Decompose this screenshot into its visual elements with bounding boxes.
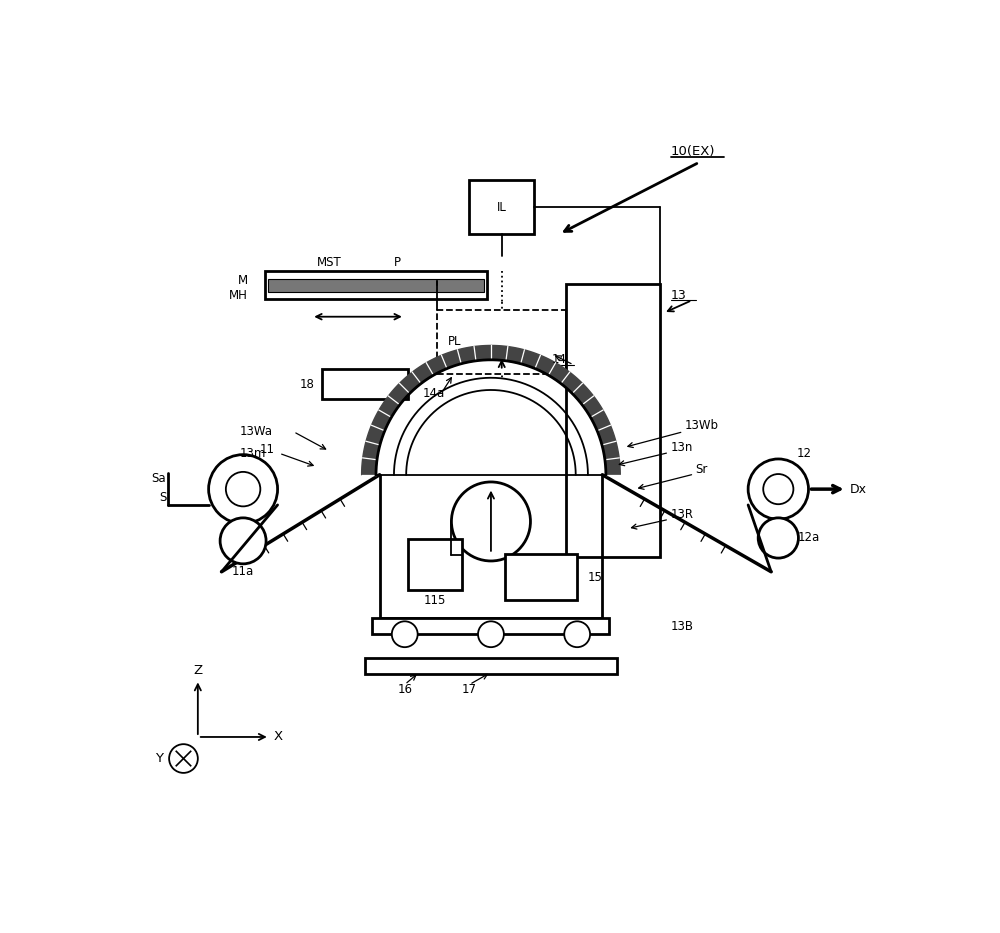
Circle shape — [226, 472, 260, 507]
Text: 12a: 12a — [798, 532, 820, 545]
Text: 18: 18 — [300, 378, 315, 391]
Circle shape — [392, 621, 418, 648]
Text: Sr: Sr — [696, 463, 708, 476]
Bar — [268, 279, 484, 292]
Text: IL: IL — [497, 201, 507, 214]
Bar — [505, 554, 577, 601]
Bar — [408, 539, 462, 590]
Circle shape — [451, 482, 530, 561]
Text: 15: 15 — [588, 571, 603, 584]
Text: P: P — [394, 256, 401, 269]
Text: M: M — [238, 273, 248, 286]
Text: MH: MH — [229, 288, 248, 301]
Text: 14a: 14a — [423, 387, 445, 400]
Text: MST: MST — [317, 256, 342, 269]
Text: 17: 17 — [462, 683, 477, 696]
Circle shape — [209, 454, 278, 523]
Text: Y: Y — [155, 752, 163, 765]
Bar — [265, 272, 487, 299]
Text: 13m: 13m — [240, 447, 266, 460]
Text: 13: 13 — [671, 288, 686, 301]
Text: 13Wa: 13Wa — [240, 425, 273, 439]
Text: Dx: Dx — [850, 482, 867, 495]
Text: PL: PL — [448, 335, 462, 348]
Text: 14: 14 — [552, 354, 567, 367]
Bar — [365, 658, 617, 674]
Bar — [566, 285, 660, 557]
Circle shape — [758, 518, 798, 558]
Text: 13B: 13B — [671, 620, 694, 633]
Text: Z: Z — [193, 664, 202, 677]
Bar — [437, 310, 566, 374]
Text: 10(EX): 10(EX) — [671, 145, 715, 158]
Circle shape — [763, 474, 793, 504]
Circle shape — [564, 621, 590, 648]
Circle shape — [220, 518, 266, 564]
Text: 13n: 13n — [671, 441, 693, 454]
Text: 13Wb: 13Wb — [685, 420, 719, 432]
Text: 11: 11 — [260, 443, 275, 456]
Text: 12: 12 — [796, 447, 811, 460]
Text: X: X — [274, 731, 283, 744]
Circle shape — [478, 621, 504, 648]
Circle shape — [169, 745, 198, 773]
Text: 115: 115 — [424, 594, 446, 607]
Text: S: S — [159, 492, 166, 504]
Bar — [469, 180, 534, 234]
Bar — [322, 369, 408, 399]
Text: 13R: 13R — [671, 508, 694, 521]
Text: Sa: Sa — [152, 472, 166, 485]
Text: 11a: 11a — [232, 564, 254, 578]
Circle shape — [748, 459, 808, 520]
Polygon shape — [362, 345, 620, 475]
Text: 16: 16 — [397, 683, 412, 696]
Bar — [372, 619, 609, 634]
